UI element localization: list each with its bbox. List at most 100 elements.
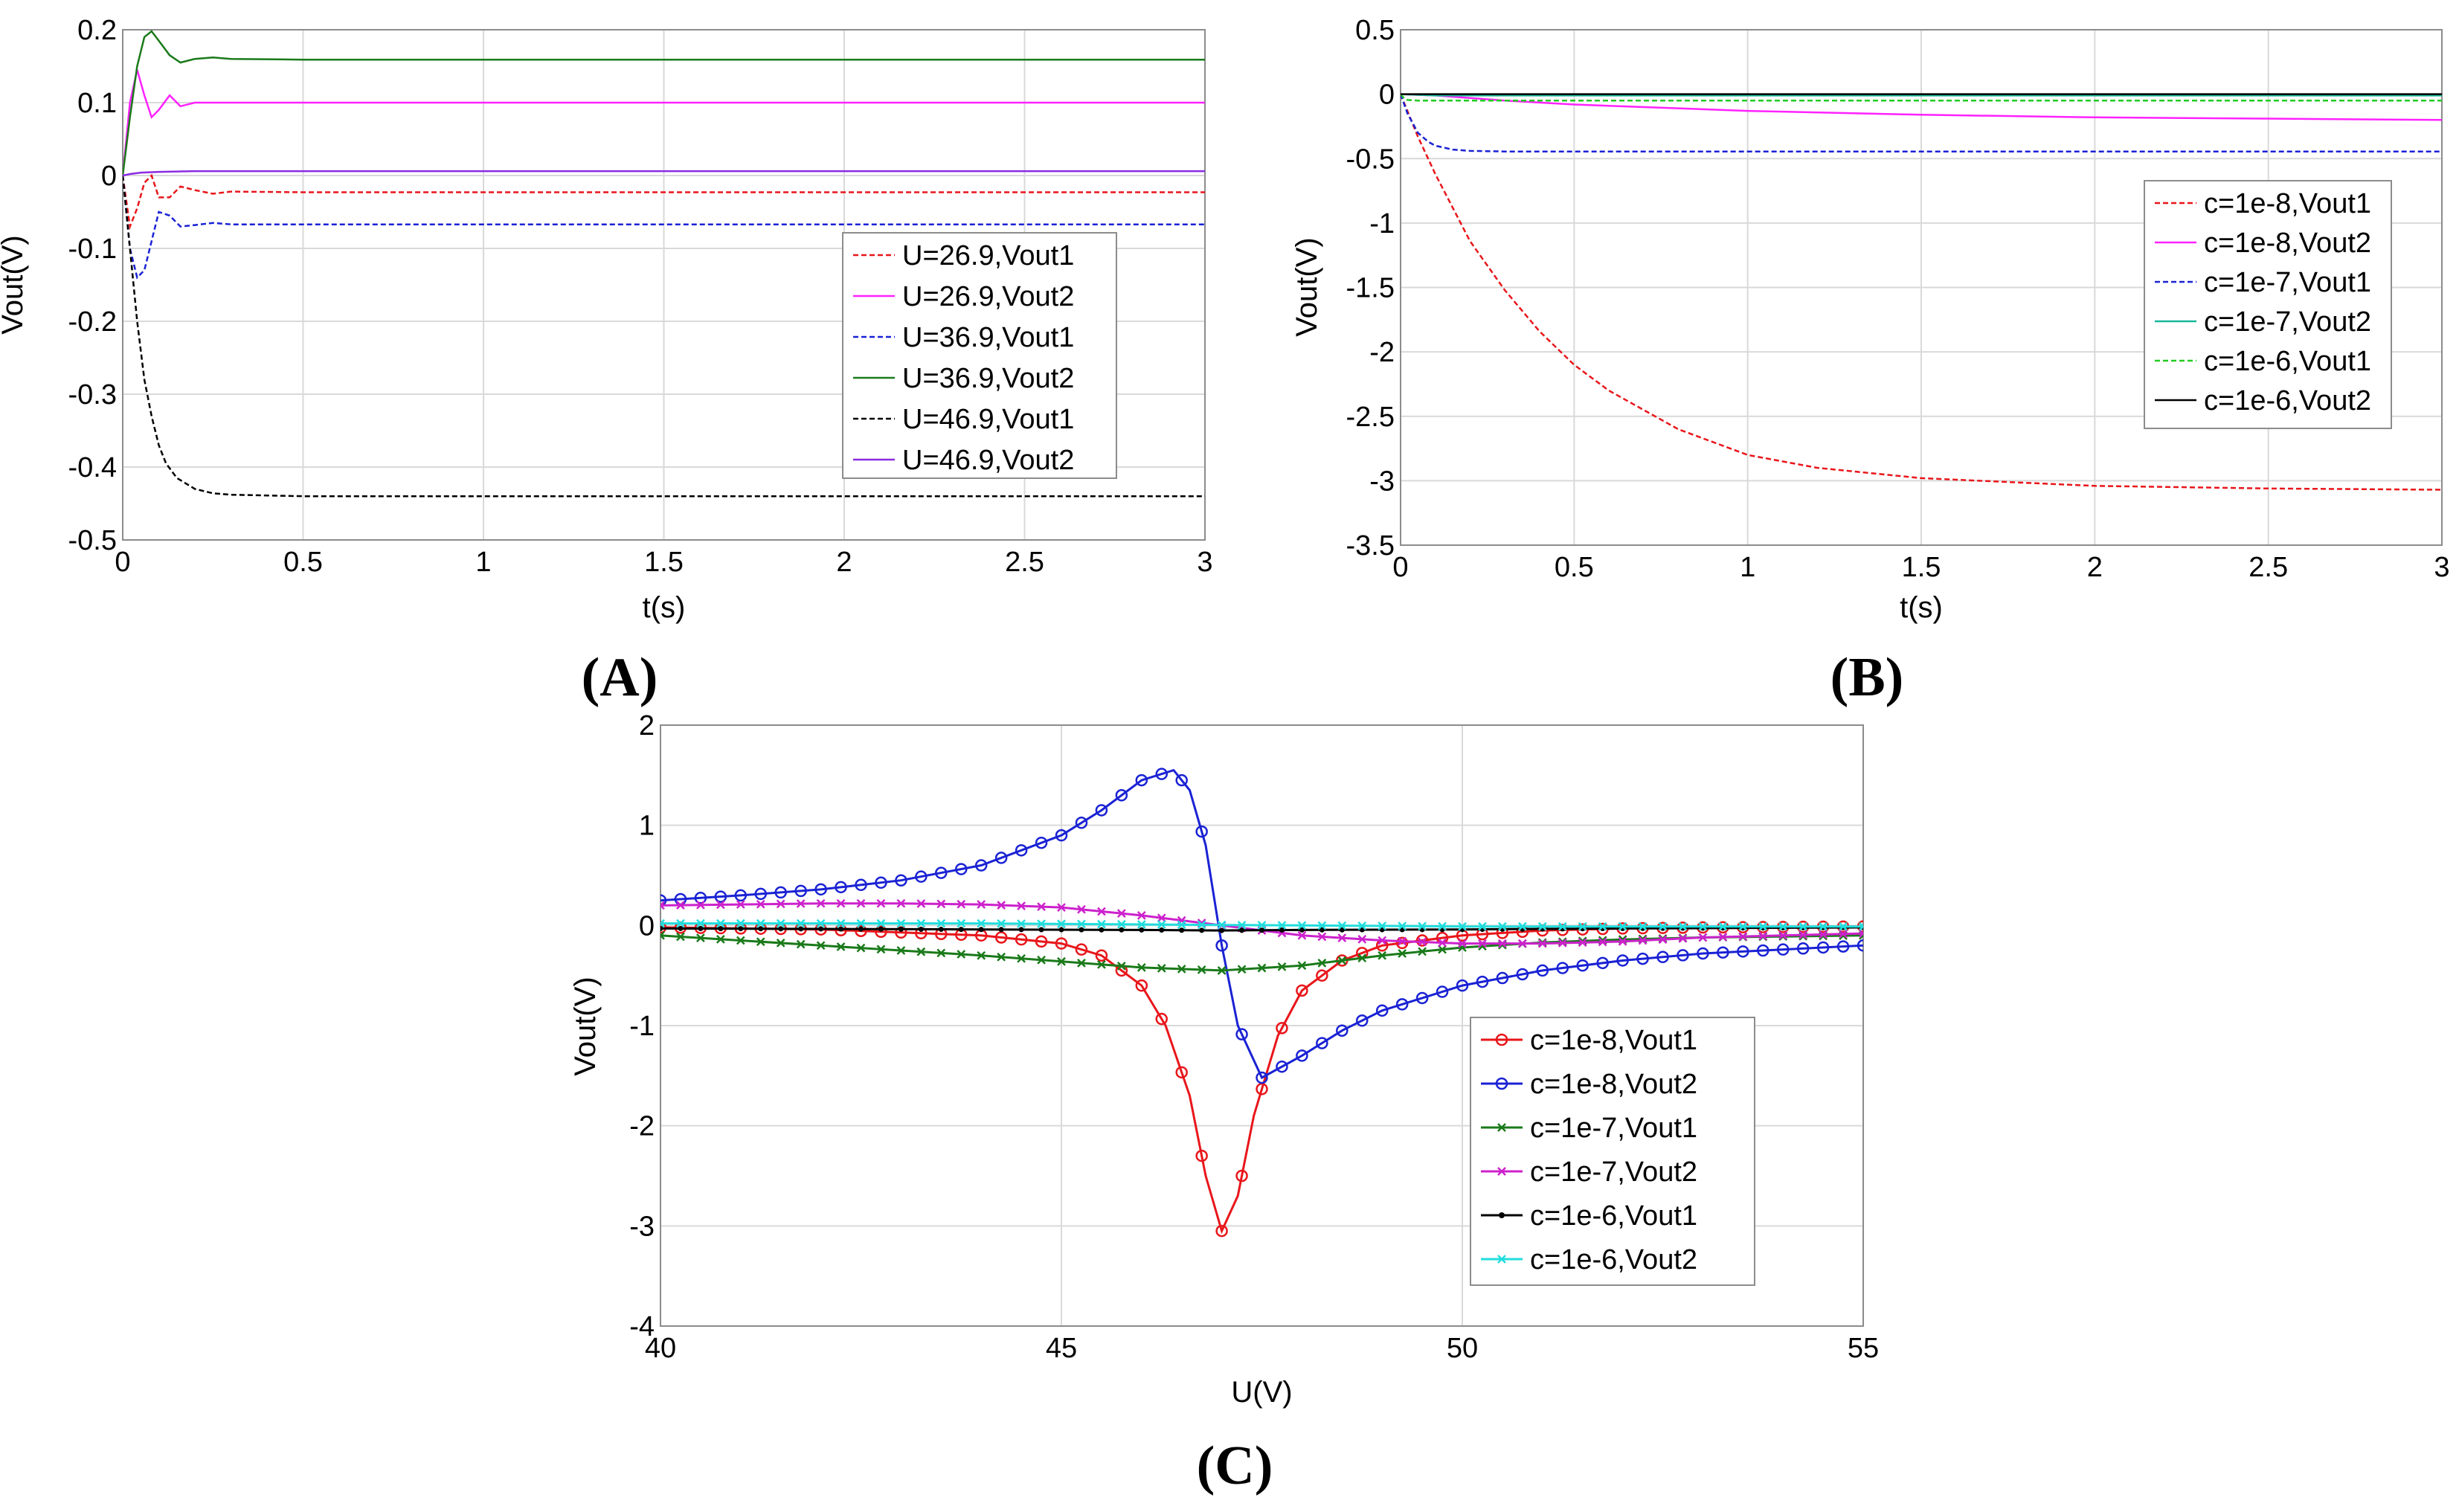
data-point — [1836, 940, 1850, 953]
data-point — [1415, 934, 1429, 947]
data-point — [1757, 944, 1769, 957]
data-point — [1857, 939, 1863, 952]
y-axis-label: Vout(V) — [1290, 237, 1323, 336]
data-point — [1598, 937, 1607, 947]
series-line — [123, 170, 1205, 177]
data-point — [997, 901, 1006, 910]
data-point — [1839, 921, 1848, 931]
data-point — [1097, 907, 1106, 916]
legend-label: U=36.9,Vout1 — [902, 322, 1074, 353]
data-point — [816, 919, 826, 928]
data-point — [1038, 927, 1044, 933]
x-tick-label: 2 — [2087, 552, 2103, 583]
panel-label-a: (A) — [582, 647, 658, 708]
data-point — [1057, 919, 1066, 929]
data-point — [957, 899, 966, 909]
data-point — [1037, 955, 1046, 965]
y-tick-label: -3 — [1369, 466, 1395, 497]
data-point — [1616, 954, 1629, 967]
data-point — [1177, 965, 1186, 974]
legend-label: c=1e-8,Vout1 — [1530, 1025, 1697, 1056]
data-point — [1097, 959, 1106, 969]
data-point — [1678, 933, 1688, 943]
data-point — [1677, 949, 1689, 962]
data-point — [957, 950, 966, 959]
data-point — [776, 899, 785, 909]
series-line — [123, 69, 1205, 176]
x-tick-label: 0.5 — [283, 547, 323, 578]
legend: c=1e-8,Vout1 c=1e-8,Vout2 c=1e-7,Vout1 c=1e… — [2144, 180, 2392, 429]
data-point — [1157, 964, 1166, 973]
legend-label: c=1e-7,Vout2 — [2204, 306, 2371, 338]
x-tick-label: 45 — [1046, 1333, 1077, 1364]
data-point — [1578, 921, 1587, 931]
data-point — [1215, 1224, 1228, 1238]
data-point — [1819, 921, 1828, 931]
legend-label: U=36.9,Vout2 — [902, 363, 1074, 394]
data-point — [977, 900, 986, 909]
legend-label: c=1e-6,Vout2 — [1530, 1244, 1697, 1275]
data-point — [1195, 1149, 1208, 1162]
legend-box — [2144, 180, 2392, 429]
data-point — [1279, 927, 1285, 933]
data-point — [1576, 959, 1589, 972]
data-point — [856, 919, 866, 928]
data-point — [816, 941, 826, 950]
series-c=1e-6,Vout2 — [660, 919, 1863, 931]
y-tick-label: -2 — [1369, 337, 1395, 368]
data-point — [1478, 939, 1487, 948]
y-tick-label: -1 — [1369, 208, 1395, 239]
data-point — [1037, 919, 1046, 929]
data-point — [1159, 927, 1165, 933]
data-point — [1075, 943, 1088, 956]
x-tick-label: 0 — [1392, 552, 1408, 583]
data-point — [916, 919, 926, 928]
data-point — [1157, 920, 1166, 930]
legend-marker — [1495, 1077, 1508, 1090]
series-c=1e-7,Vout1 — [1401, 94, 2442, 152]
series-U=26.9,Vout2 — [123, 69, 1205, 176]
data-point — [696, 919, 705, 928]
data-point — [977, 950, 986, 960]
data-point — [1395, 998, 1409, 1011]
series-c=1e-8,Vout2 — [660, 768, 1863, 1084]
series-U=36.9,Vout2 — [123, 30, 1205, 176]
data-point — [1239, 927, 1245, 933]
data-point — [776, 919, 785, 928]
data-point — [1015, 844, 1028, 857]
data-point — [1297, 921, 1307, 930]
plot-frame — [660, 724, 1864, 1327]
data-point — [855, 878, 867, 892]
data-point — [1398, 949, 1407, 958]
data-point — [1357, 934, 1367, 944]
data-point — [1077, 958, 1086, 968]
data-point — [1017, 953, 1026, 963]
data-point — [1638, 921, 1648, 931]
data-point — [836, 942, 846, 951]
data-point — [796, 919, 806, 928]
data-point — [1378, 936, 1387, 945]
data-point — [1256, 1083, 1268, 1096]
data-point — [1055, 829, 1068, 842]
data-point — [1698, 921, 1708, 931]
data-point — [1035, 935, 1048, 948]
data-point — [1155, 768, 1168, 780]
data-point — [1375, 1004, 1389, 1017]
data-point — [994, 852, 1008, 864]
data-point — [1758, 921, 1768, 931]
data-point — [1678, 921, 1688, 931]
y-tick-label: -1.5 — [1346, 273, 1395, 304]
y-tick-label: -1 — [629, 1011, 655, 1042]
x-tick-label: 0.5 — [1555, 552, 1594, 583]
data-point — [1077, 904, 1086, 914]
data-point — [736, 936, 745, 945]
data-point — [1256, 1071, 1268, 1084]
data-point — [1859, 921, 1863, 931]
legend: c=1e-8,Vout1 c=1e-8,Vout2 c=1e-7,Vout1 c=1e… — [1470, 1017, 1755, 1286]
data-point — [754, 887, 767, 901]
data-point — [1776, 943, 1790, 956]
data-point — [1137, 963, 1146, 972]
data-point — [1738, 921, 1748, 931]
data-point — [896, 919, 906, 928]
